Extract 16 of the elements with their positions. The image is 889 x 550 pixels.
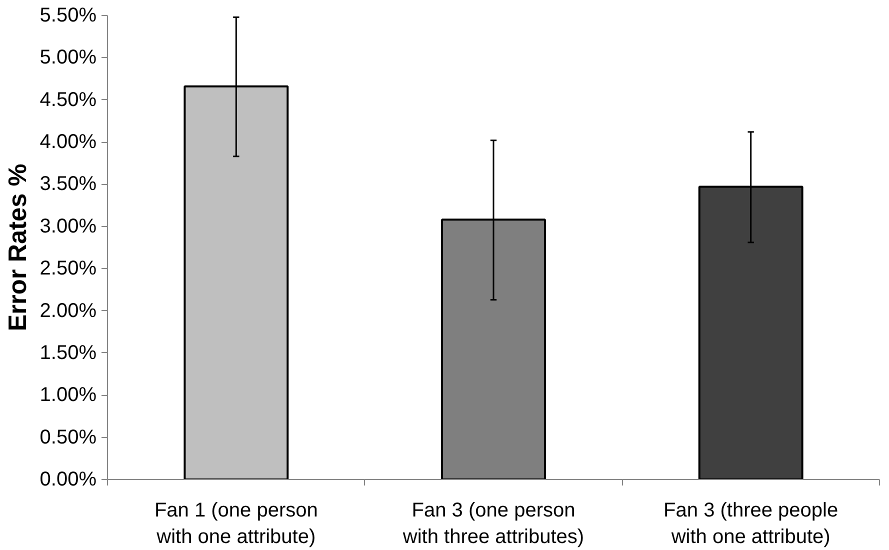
y-tick-label: 5.50% [40, 4, 97, 26]
y-tick-label: 2.50% [40, 258, 97, 280]
y-tick-label: 5.00% [40, 46, 97, 69]
x-tick-label: Fan 1 (one person with one attribute) [154, 500, 318, 548]
x-tick-label: Fan 3 (one person with three attributes) [402, 500, 584, 548]
y-axis-title: Error Rates % [4, 164, 32, 332]
x-tick-label: Fan 3 (three people with one attribute) [664, 500, 838, 548]
y-tick-label: 0.50% [40, 426, 97, 448]
y-tick-label: 4.00% [40, 131, 97, 154]
y-tick-label: 3.00% [40, 215, 97, 238]
y-tick-label: 2.00% [40, 300, 97, 322]
y-tick-label: 1.50% [40, 342, 97, 364]
y-tick-label: 1.00% [40, 384, 97, 406]
y-tick-label: 3.50% [40, 173, 97, 196]
y-tick-label: 0.00% [40, 468, 97, 490]
y-tick-label: 4.50% [40, 88, 97, 111]
